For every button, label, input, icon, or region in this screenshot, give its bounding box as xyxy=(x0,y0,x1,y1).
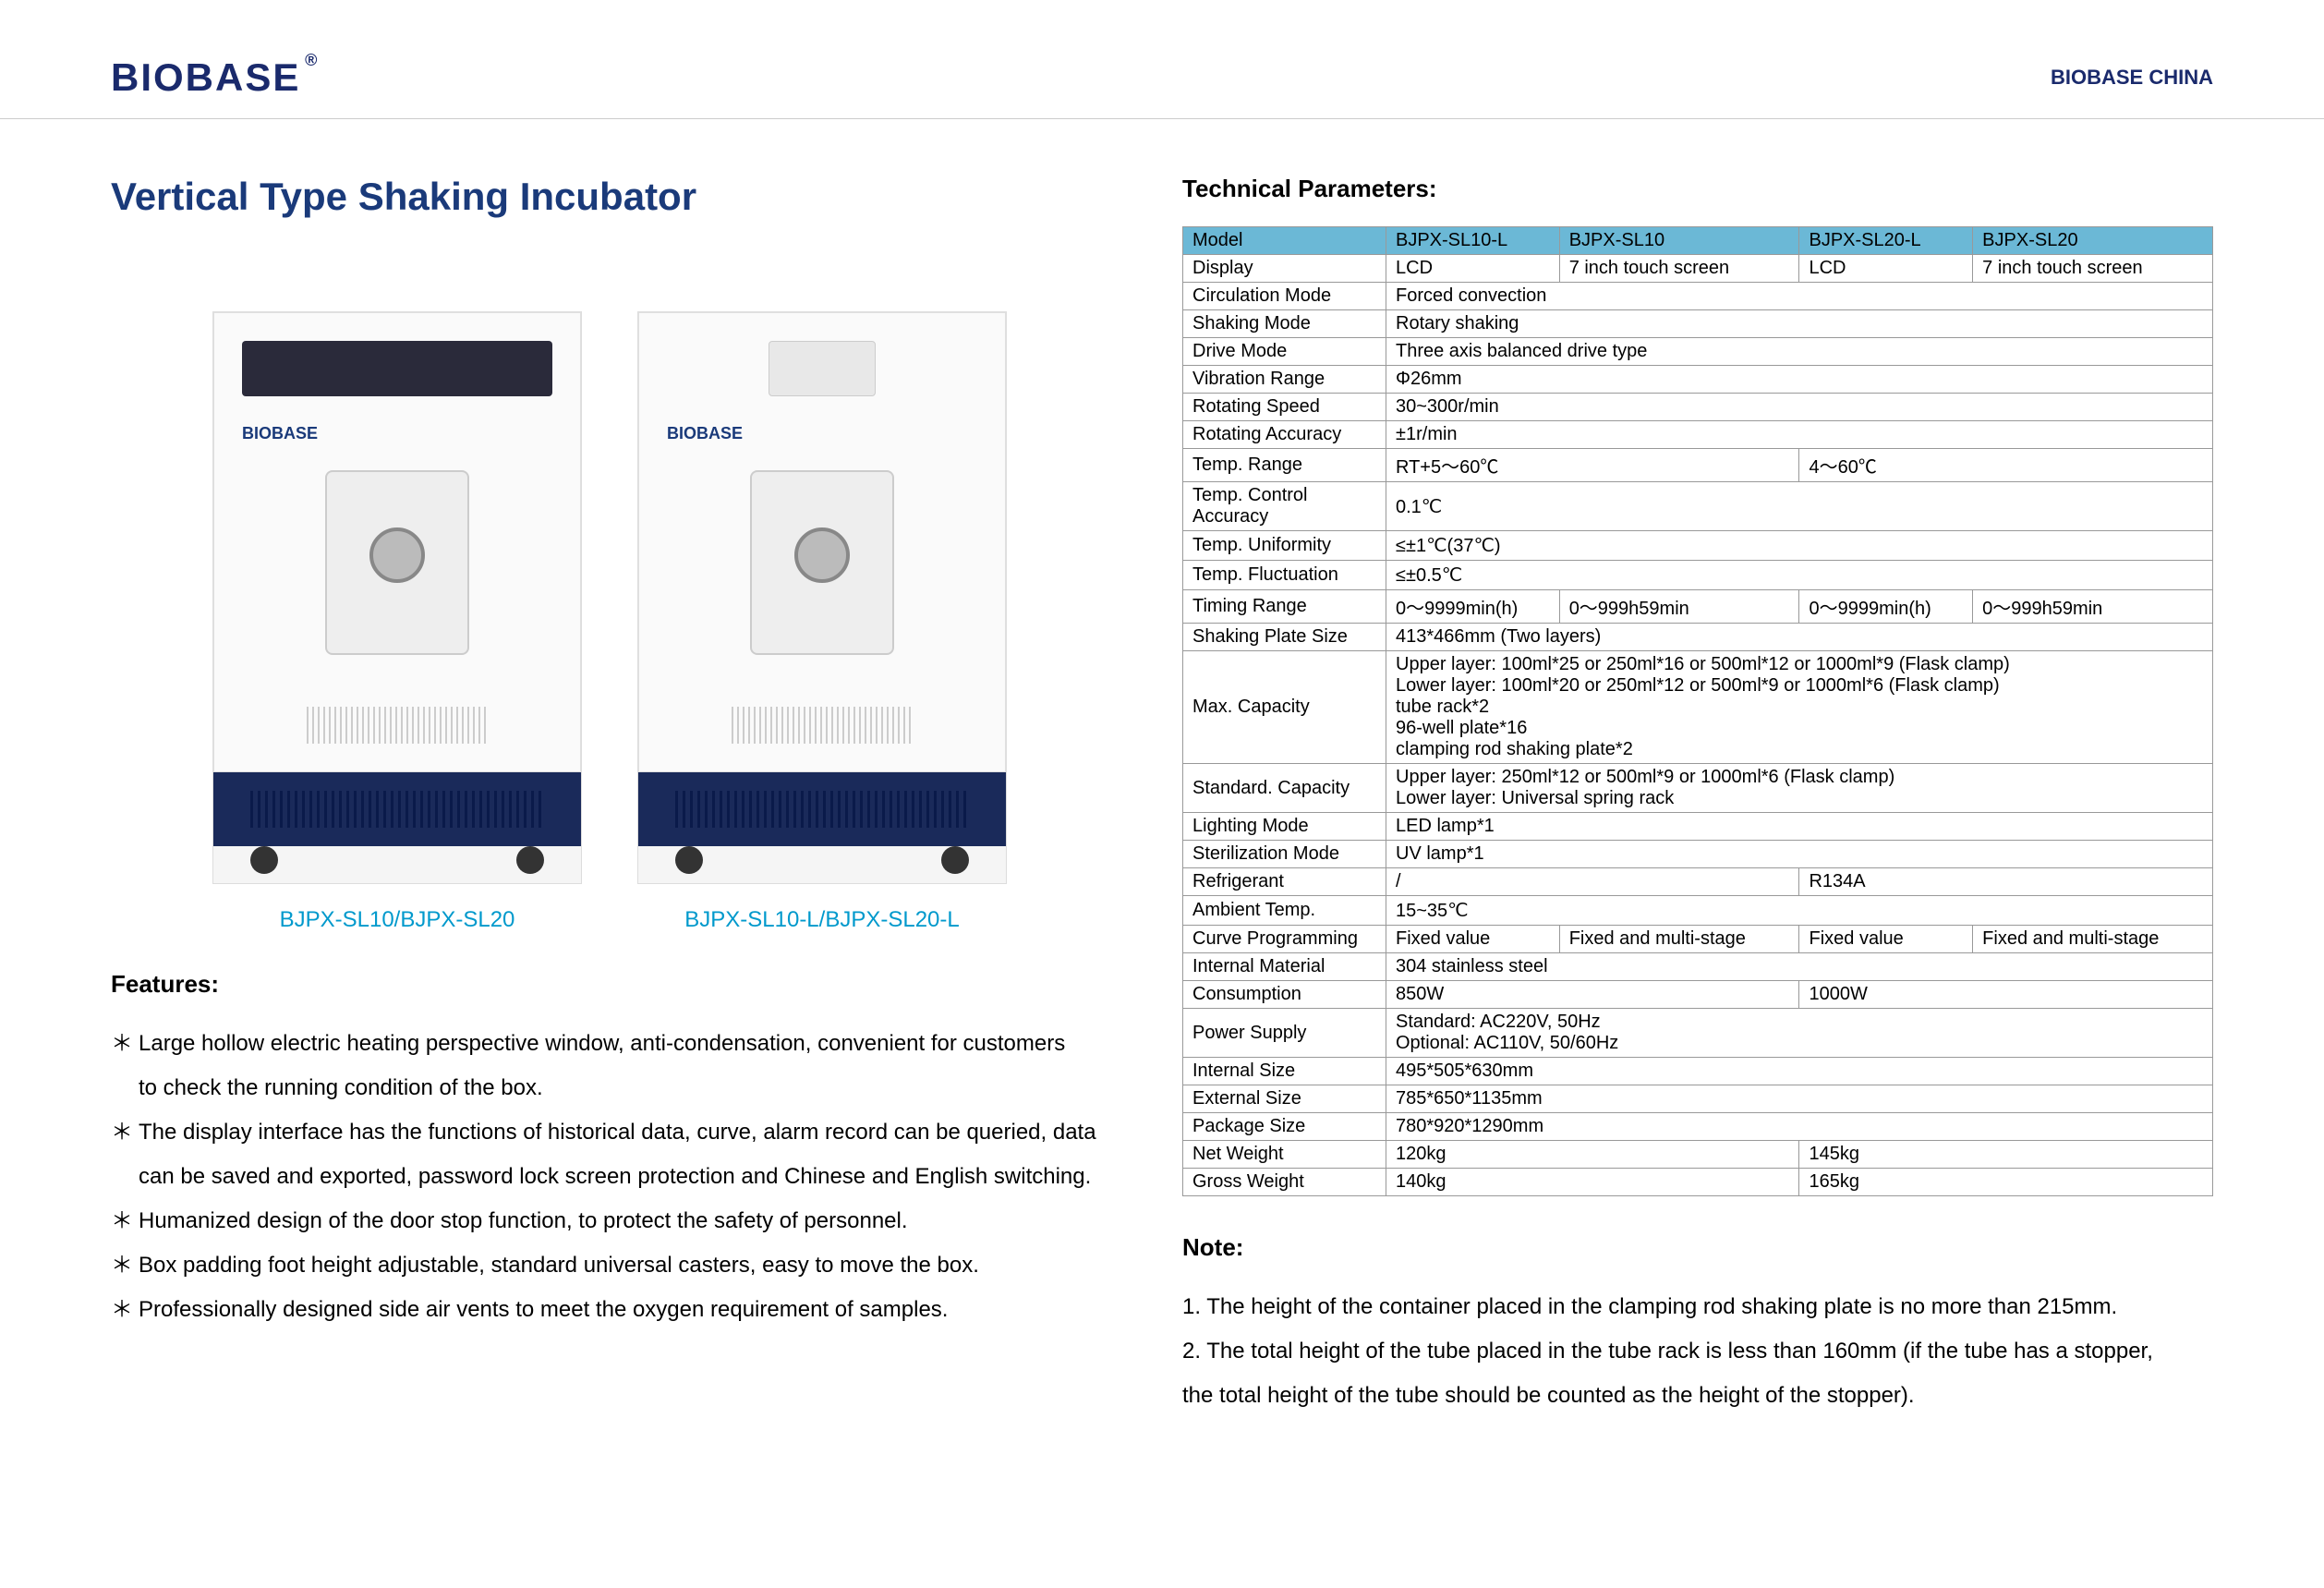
table-row: ModelBJPX-SL10-LBJPX-SL10BJPX-SL20-LBJPX… xyxy=(1183,227,2213,255)
table-row: Temp. Control Accuracy0.1℃ xyxy=(1183,482,2213,531)
notes: 1. The height of the container placed in… xyxy=(1182,1285,2213,1418)
feature-item: Professionally designed side air vents t… xyxy=(111,1288,1108,1332)
table-row: Net Weight120kg145kg xyxy=(1183,1141,2213,1169)
table-row: Temp. RangeRT+5～60℃4～60℃ xyxy=(1183,449,2213,482)
tech-params-title: Technical Parameters: xyxy=(1182,175,2213,203)
header-brand: BIOBASE CHINA xyxy=(2051,66,2213,90)
table-row: Temp. Uniformity≤±1℃(37℃) xyxy=(1183,531,2213,561)
feature-item: to check the running condition of the bo… xyxy=(111,1066,1108,1110)
features-list: Large hollow electric heating perspectiv… xyxy=(111,1022,1108,1332)
product-image-2: BIOBASE xyxy=(637,311,1007,884)
logo: BIOBASE® xyxy=(111,55,300,100)
table-row: Circulation ModeForced convection xyxy=(1183,283,2213,310)
product-image-1: BIOBASE xyxy=(212,311,582,884)
table-row: Refrigerant/R134A xyxy=(1183,868,2213,896)
table-row: Power SupplyStandard: AC220V, 50Hz Optio… xyxy=(1183,1009,2213,1058)
table-row: Internal Material304 stainless steel xyxy=(1183,953,2213,981)
tech-params-table: ModelBJPX-SL10-LBJPX-SL10BJPX-SL20-LBJPX… xyxy=(1182,226,2213,1196)
table-row: Lighting ModeLED lamp*1 xyxy=(1183,813,2213,841)
table-row: Internal Size495*505*630mm xyxy=(1183,1058,2213,1085)
feature-item: Humanized design of the door stop functi… xyxy=(111,1199,1108,1243)
table-row: Sterilization ModeUV lamp*1 xyxy=(1183,841,2213,868)
table-row: Vibration RangeΦ26mm xyxy=(1183,366,2213,394)
table-row: Max. CapacityUpper layer: 100ml*25 or 25… xyxy=(1183,651,2213,764)
page-header: BIOBASE® BIOBASE CHINA xyxy=(0,0,2324,119)
product-label-2: BJPX-SL10-L/BJPX-SL20-L xyxy=(684,907,959,933)
note-line: 2. The total height of the tube placed i… xyxy=(1182,1329,2213,1374)
feature-item: Box padding foot height adjustable, stan… xyxy=(111,1243,1108,1288)
table-row: Temp. Fluctuation≤±0.5℃ xyxy=(1183,561,2213,590)
product-1: BIOBASE BJPX-SL10/BJPX-SL20 xyxy=(212,311,582,933)
table-row: Shaking ModeRotary shaking xyxy=(1183,310,2213,338)
table-row: Package Size780*920*1290mm xyxy=(1183,1113,2213,1141)
table-row: Gross Weight140kg165kg xyxy=(1183,1169,2213,1196)
features-title: Features: xyxy=(111,970,1108,999)
table-row: Standard. CapacityUpper layer: 250ml*12 … xyxy=(1183,764,2213,813)
table-row: Drive ModeThree axis balanced drive type xyxy=(1183,338,2213,366)
table-row: Timing Range0～9999min(h)0～999h59min0～999… xyxy=(1183,590,2213,624)
table-row: External Size785*650*1135mm xyxy=(1183,1085,2213,1113)
note-title: Note: xyxy=(1182,1233,2213,1262)
table-row: DisplayLCD7 inch touch screenLCD7 inch t… xyxy=(1183,255,2213,283)
table-row: Curve ProgrammingFixed valueFixed and mu… xyxy=(1183,926,2213,953)
product-images: BIOBASE BJPX-SL10/BJPX-SL20 BIOBASE xyxy=(111,311,1108,933)
table-row: Shaking Plate Size413*466mm (Two layers) xyxy=(1183,624,2213,651)
note-line: 1. The height of the container placed in… xyxy=(1182,1285,2213,1329)
table-row: Consumption850W1000W xyxy=(1183,981,2213,1009)
note-line: the total height of the tube should be c… xyxy=(1182,1374,2213,1418)
table-row: Rotating Accuracy±1r/min xyxy=(1183,421,2213,449)
product-2: BIOBASE BJPX-SL10-L/BJPX-SL20-L xyxy=(637,311,1007,933)
table-row: Rotating Speed30~300r/min xyxy=(1183,394,2213,421)
feature-item: The display interface has the functions … xyxy=(111,1110,1108,1155)
feature-item: Large hollow electric heating perspectiv… xyxy=(111,1022,1108,1066)
product-label-1: BJPX-SL10/BJPX-SL20 xyxy=(280,907,515,933)
feature-item: can be saved and exported, password lock… xyxy=(111,1155,1108,1199)
table-row: Ambient Temp.15~35℃ xyxy=(1183,896,2213,926)
page-title: Vertical Type Shaking Incubator xyxy=(111,175,1108,219)
